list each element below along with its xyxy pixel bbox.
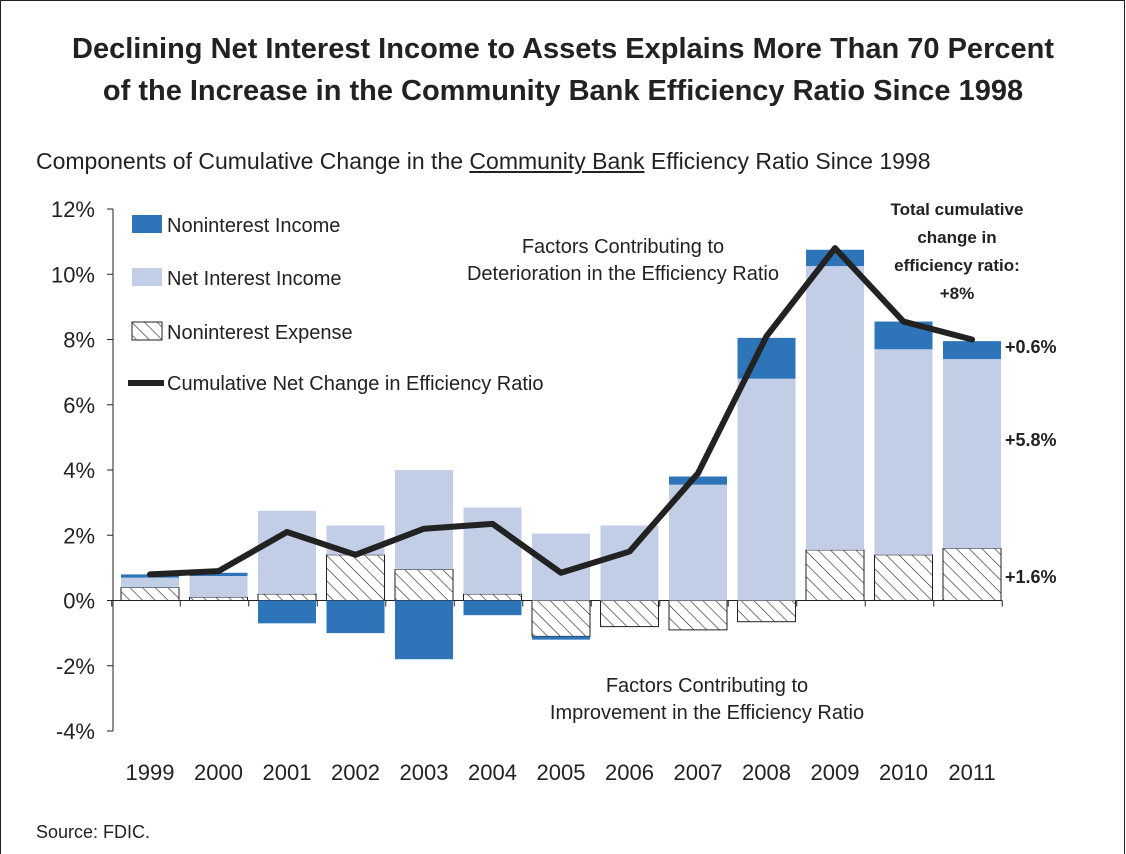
- subtitle-underlined: Community Bank: [469, 148, 645, 174]
- bar-net-interest-income: [737, 378, 796, 601]
- y-tick-label: -4%: [56, 719, 95, 744]
- bar-net-interest-income: [874, 349, 933, 555]
- bar-noninterest-income: [532, 636, 590, 640]
- legend-swatch-net-interest-income: [132, 268, 162, 286]
- annotation-deterioration-line-2: Deterioration in the Efficiency Ratio: [467, 263, 779, 285]
- legend-label-noninterest-expense: Noninterest Expense: [167, 322, 353, 344]
- legend: Noninterest Income Net Interest Income N…: [128, 215, 543, 395]
- bar-net-interest-income: [669, 484, 727, 601]
- bar-noninterest-income: [463, 600, 522, 616]
- bar-noninterest-income: [395, 600, 453, 660]
- bar-noninterest-income: [189, 572, 248, 577]
- bar-net-interest-income: [600, 525, 659, 601]
- x-tick-label: 2009: [811, 760, 860, 785]
- annotation-deterioration-line-1: Factors Contributing to: [522, 236, 724, 258]
- bar-net-interest-income: [258, 510, 316, 594]
- label-noninterest-income-change: +0.6%: [1005, 337, 1057, 357]
- bar-noninterest-expense: [257, 593, 317, 601]
- bar-noninterest-expense: [394, 569, 454, 601]
- annotation-total-line-3: efficiency ratio:: [894, 256, 1020, 275]
- bar-net-interest-income: [943, 359, 1001, 549]
- bar-noninterest-income: [326, 600, 385, 634]
- chart-subtitle: Components of Cumulative Change in the C…: [36, 148, 931, 175]
- bar-net-interest-income: [189, 576, 248, 598]
- y-tick-label: 12%: [51, 197, 95, 222]
- bar-noninterest-income: [943, 341, 1001, 360]
- legend-label-net-interest-income: Net Interest Income: [167, 268, 342, 290]
- subtitle-prefix: Components of Cumulative Change in the: [36, 148, 470, 174]
- x-tick-label: 2007: [674, 760, 723, 785]
- y-tick-label: 10%: [51, 262, 95, 287]
- legend-swatch-noninterest-expense: [131, 321, 163, 341]
- bar-noninterest-expense: [805, 549, 865, 602]
- bar-noninterest-expense: [463, 593, 522, 601]
- bar-net-interest-income: [121, 577, 179, 588]
- bar-noninterest-income: [258, 600, 316, 624]
- y-tick-label: 2%: [63, 523, 95, 548]
- annotation-total-line-2: change in: [917, 228, 996, 247]
- subtitle-suffix: Efficiency Ratio Since 1998: [644, 148, 931, 174]
- bar-noninterest-expense: [942, 547, 1002, 601]
- x-tick-label: 2011: [948, 760, 995, 785]
- net-change-line-group: [147, 245, 975, 578]
- bar-noninterest-expense: [531, 600, 591, 637]
- x-tick-label: 2005: [537, 760, 586, 785]
- bar-net-interest-income: [806, 266, 864, 550]
- legend-swatch-noninterest-income: [132, 215, 162, 233]
- x-tick-label: 2010: [879, 760, 928, 785]
- annotation-improvement-line-2: Improvement in the Efficiency Ratio: [550, 702, 864, 724]
- bar-noninterest-expense: [668, 600, 728, 631]
- label-net-interest-income-change: +5.8%: [1005, 430, 1057, 450]
- x-tick-label: 2008: [742, 760, 791, 785]
- y-tick-label: 4%: [63, 458, 95, 483]
- net-change-line: [147, 245, 975, 578]
- bar-net-interest-income: [463, 507, 522, 594]
- label-noninterest-expense-change: +1.6%: [1005, 567, 1057, 587]
- x-tick-label: 2006: [605, 760, 654, 785]
- bars: [120, 249, 1002, 660]
- y-tick-label: 0%: [63, 589, 95, 614]
- x-tick-label: 2002: [331, 760, 380, 785]
- bar-noninterest-expense: [120, 586, 180, 602]
- annotation-improvement-line-1: Factors Contributing to: [606, 675, 808, 697]
- bar-noninterest-expense: [737, 600, 796, 623]
- bar-noninterest-income: [669, 476, 727, 485]
- source-note: Source: FDIC.: [36, 822, 151, 842]
- annotation-total-line-4: +8%: [940, 284, 975, 303]
- axes: -4% -2% 0% 2% 4% 6% 8% 10% 12% 1999 2000 2001 2002 20…: [51, 197, 1003, 785]
- legend-label-noninterest-income: Noninterest Income: [167, 215, 340, 237]
- bar-noninterest-expense: [874, 554, 933, 602]
- x-tick-label: 2000: [194, 760, 243, 785]
- y-tick-label: 8%: [63, 328, 95, 353]
- y-tick-label: -2%: [56, 654, 95, 679]
- annotations: Factors Contributing to Deterioration in…: [467, 200, 1057, 724]
- chart-title-line-2: of the Increase in the Community Bank Ef…: [102, 75, 1024, 107]
- chart-title: Declining Net Interest Income to Assets …: [10, 28, 1116, 112]
- x-tick-label: 2003: [400, 760, 449, 785]
- annotation-total-line-1: Total cumulative: [891, 200, 1024, 219]
- x-tick-label: 2001: [263, 760, 312, 785]
- legend-label-net-change-line: Cumulative Net Change in Efficiency Rati…: [167, 373, 543, 395]
- x-tick-label: 2004: [468, 760, 517, 785]
- x-tick-label: 1999: [126, 760, 175, 785]
- bar-noninterest-expense: [600, 600, 659, 628]
- y-tick-label: 6%: [63, 393, 95, 418]
- bar-noninterest-expense: [326, 554, 385, 602]
- bar-net-interest-income: [395, 470, 453, 570]
- bar-noninterest-expense: [189, 596, 248, 601]
- chart-title-line-1: Declining Net Interest Income to Assets …: [72, 33, 1054, 65]
